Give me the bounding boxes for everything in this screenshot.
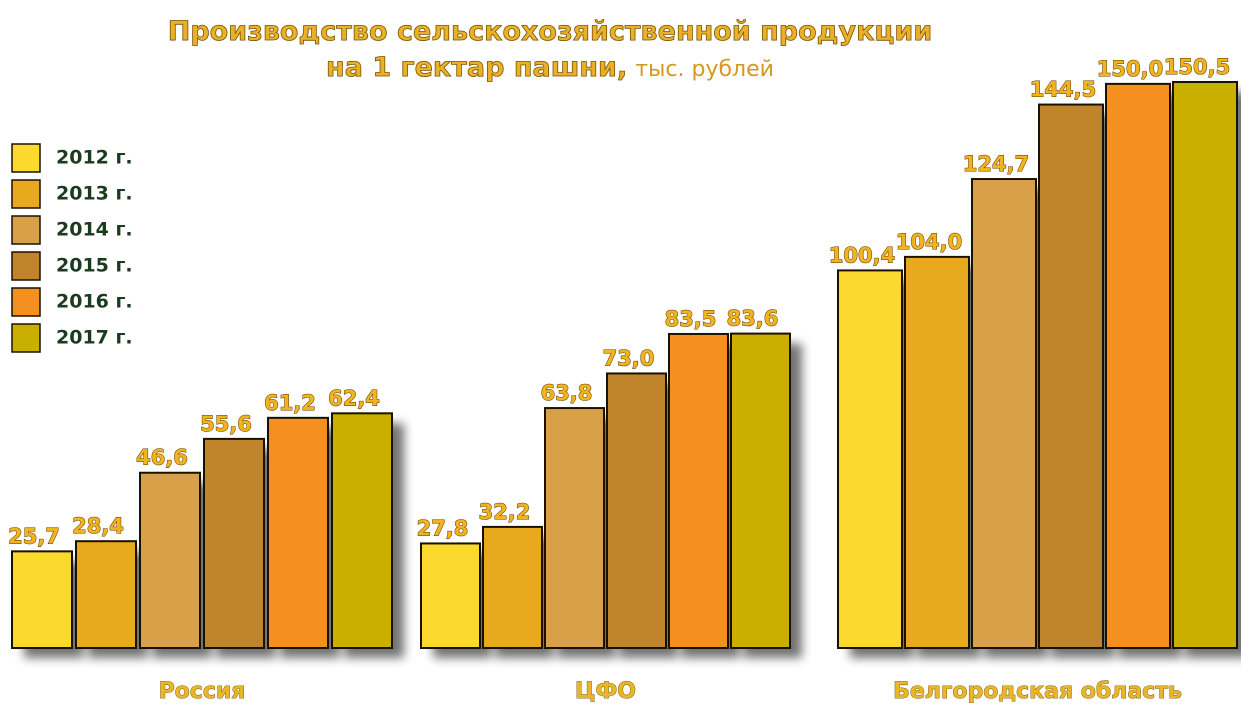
legend-swatch bbox=[11, 179, 41, 209]
legend-label: 2015 г. bbox=[56, 255, 133, 277]
legend-swatch bbox=[11, 287, 41, 317]
value-label: 25,7 bbox=[8, 524, 60, 548]
value-label: 83,6 bbox=[727, 307, 779, 331]
legend-label: 2012 г. bbox=[56, 147, 133, 169]
value-label: 100,4 bbox=[829, 243, 895, 267]
legend-swatch bbox=[11, 215, 41, 245]
value-label: 150,0 bbox=[1097, 57, 1163, 81]
bar bbox=[139, 471, 201, 650]
bar bbox=[1038, 103, 1104, 650]
unit-label: тыс. рублей bbox=[635, 57, 774, 82]
bar bbox=[730, 332, 791, 649]
chart-subtitle: на 1 гектар пашни, bbox=[326, 52, 627, 83]
legend-swatch bbox=[11, 251, 41, 281]
bar bbox=[420, 542, 481, 649]
bar bbox=[971, 178, 1037, 649]
x-tick-label: Белгородская область bbox=[893, 679, 1182, 704]
bar bbox=[1172, 81, 1238, 649]
value-label: 32,2 bbox=[479, 500, 531, 524]
value-label: 27,8 bbox=[417, 516, 469, 540]
legend-label: 2014 г. bbox=[56, 219, 133, 241]
bar bbox=[837, 269, 903, 649]
bar bbox=[1105, 82, 1171, 650]
x-tick-label: Россия bbox=[159, 679, 246, 704]
chart-title: Производство сельскохозяйственной продук… bbox=[168, 16, 933, 47]
value-label: 104,0 bbox=[896, 230, 962, 254]
bar bbox=[544, 407, 605, 649]
value-label: 144,5 bbox=[1030, 78, 1096, 102]
value-label: 62,4 bbox=[328, 386, 380, 410]
value-label: 61,2 bbox=[264, 391, 316, 415]
value-label: 55,6 bbox=[200, 412, 252, 436]
bar bbox=[75, 540, 137, 650]
legend-swatch bbox=[11, 323, 41, 353]
value-label: 83,5 bbox=[665, 307, 717, 331]
legend-swatch bbox=[11, 143, 41, 173]
value-label: 46,6 bbox=[136, 446, 188, 470]
value-label: 28,4 bbox=[72, 514, 124, 538]
legend-label: 2013 г. bbox=[56, 183, 133, 205]
bar bbox=[203, 437, 265, 649]
bar bbox=[267, 416, 329, 649]
bar bbox=[11, 550, 73, 650]
value-label: 150,5 bbox=[1164, 55, 1230, 79]
legend-label: 2017 г. bbox=[56, 327, 133, 349]
bar bbox=[904, 255, 970, 649]
value-label: 63,8 bbox=[541, 381, 593, 405]
x-tick-label: ЦФО bbox=[575, 679, 636, 704]
value-label: 73,0 bbox=[603, 346, 655, 370]
bar bbox=[331, 412, 393, 649]
bar bbox=[668, 332, 729, 649]
bar bbox=[482, 525, 543, 650]
legend-label: 2016 г. bbox=[56, 291, 133, 313]
bar bbox=[606, 372, 667, 649]
value-label: 124,7 bbox=[963, 152, 1029, 176]
